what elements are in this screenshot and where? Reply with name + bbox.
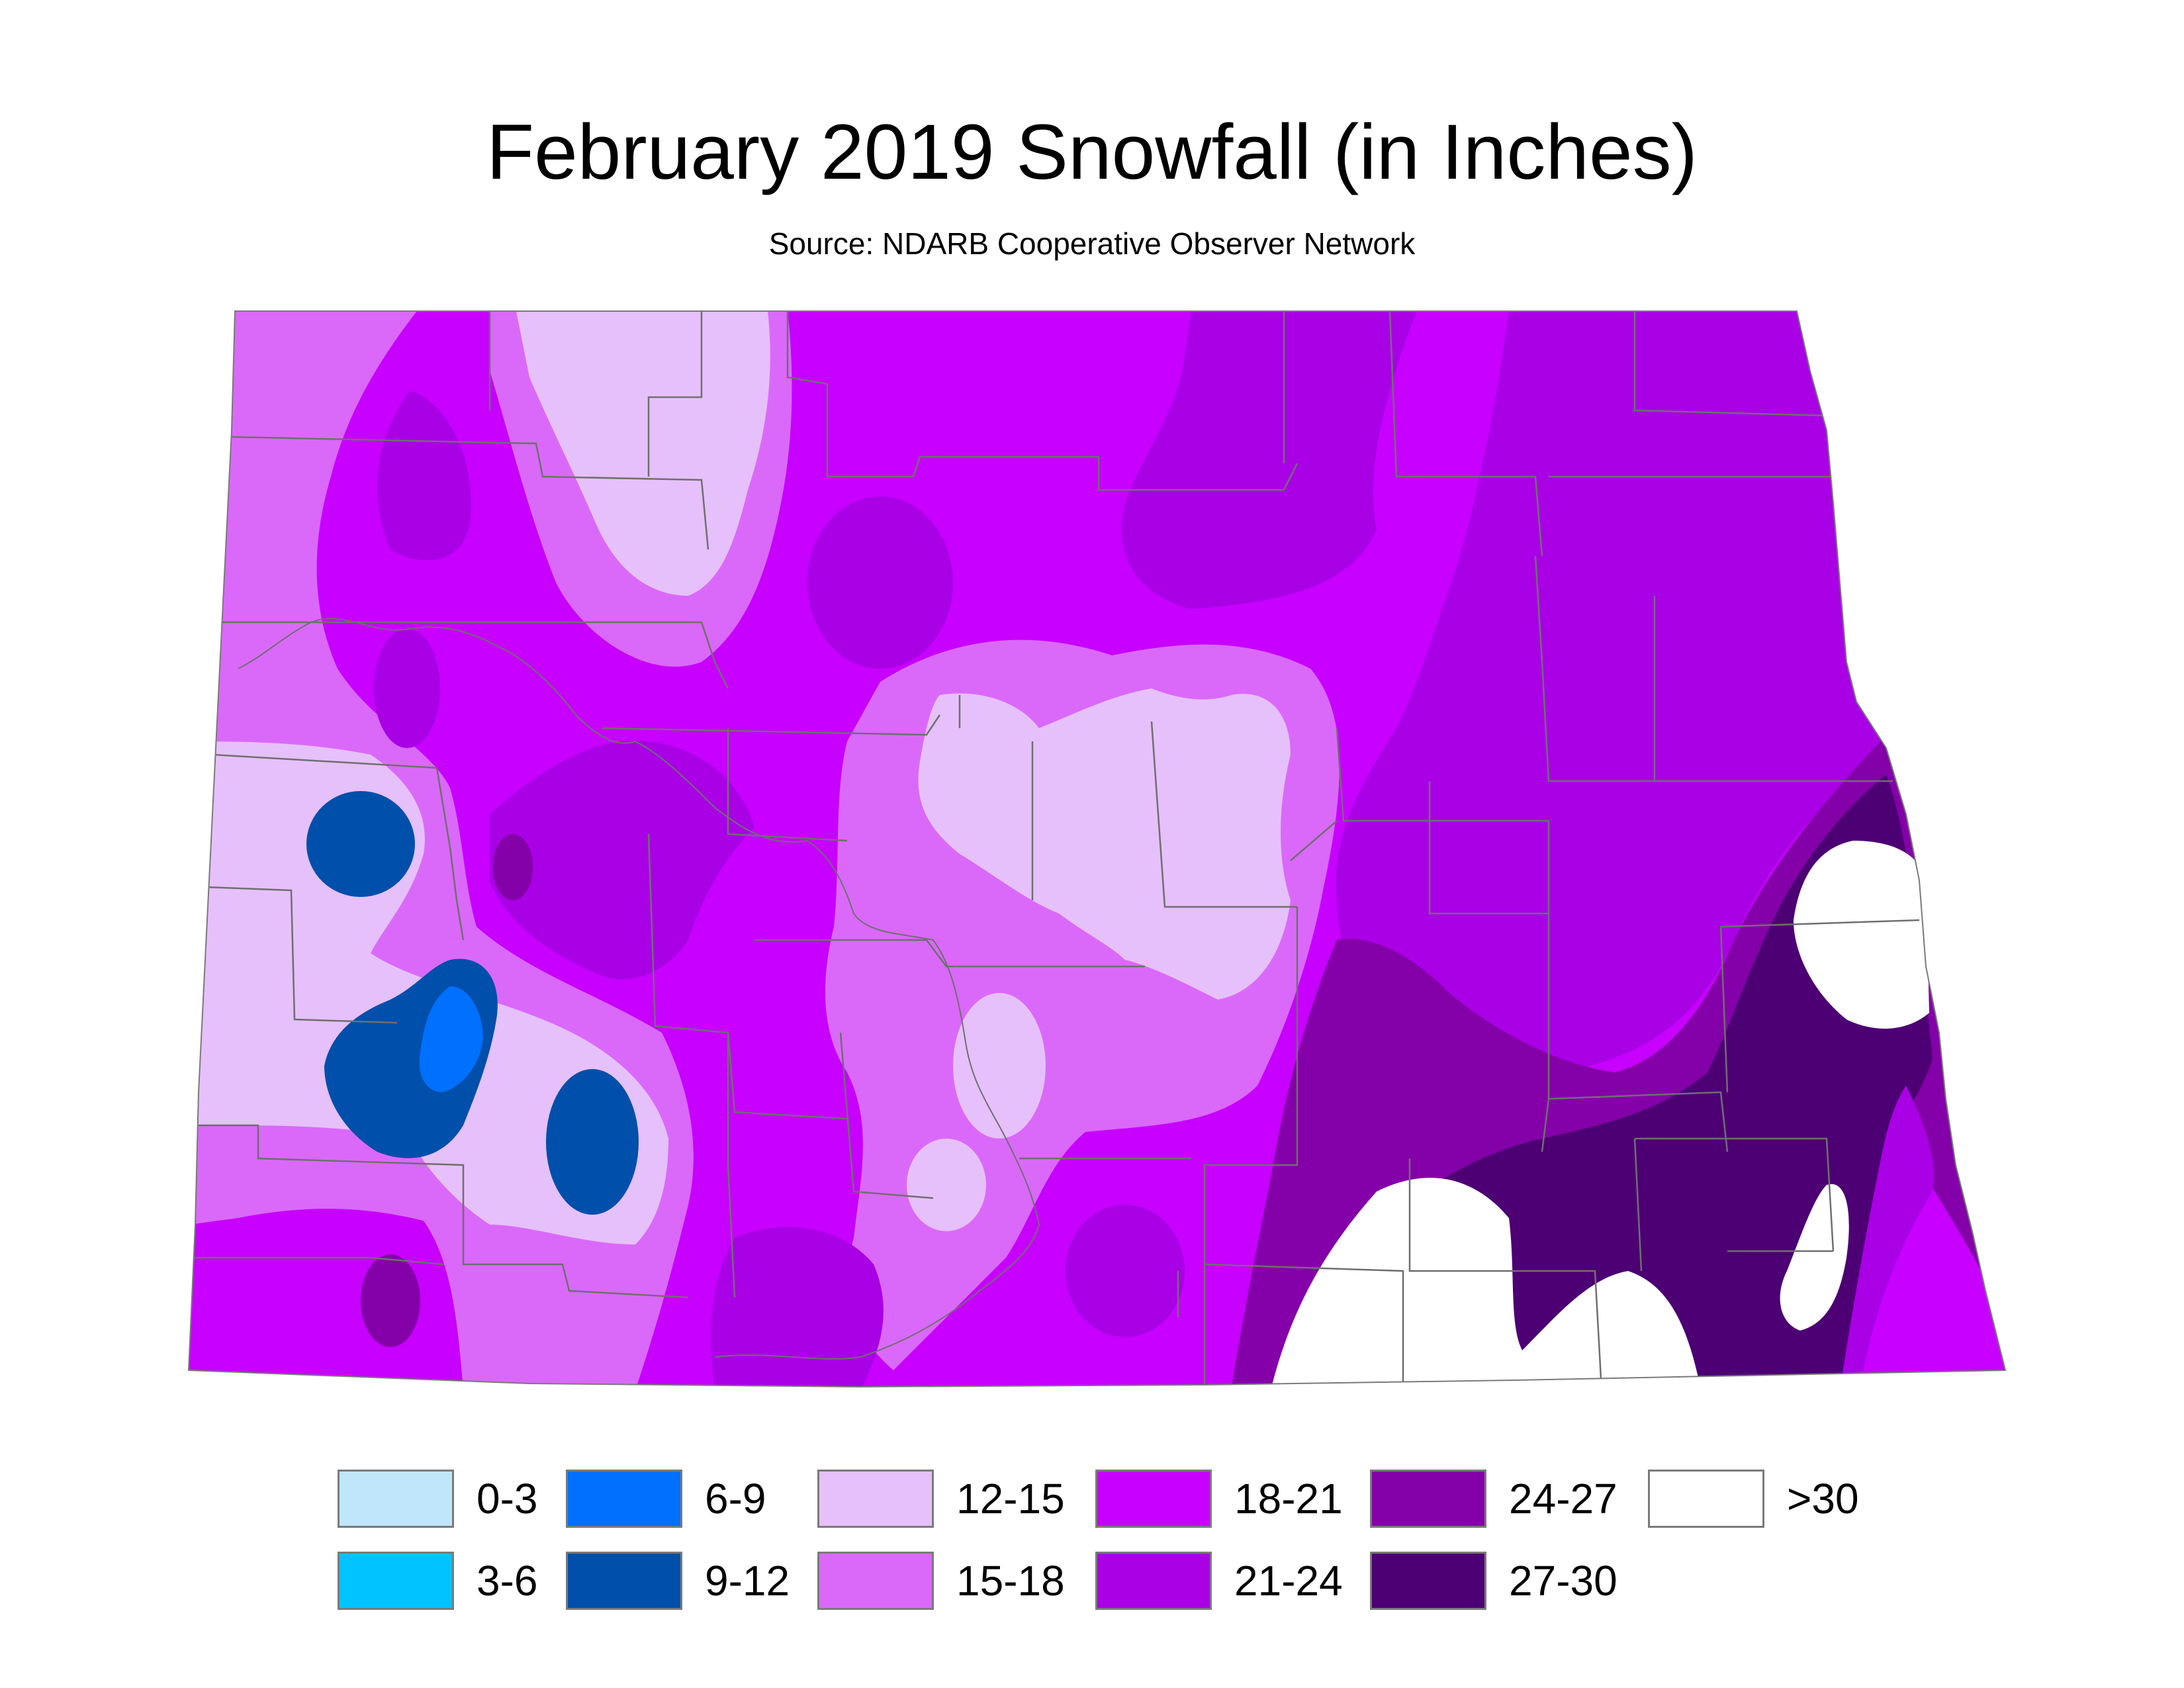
zone-21-24-south-central (1066, 1205, 1185, 1337)
zone-18-21-southwest (189, 1196, 463, 1387)
legend-item: 15-18 (817, 1550, 1065, 1611)
zone-12-15-central (918, 688, 1291, 1000)
zone-21-24-northwest (377, 391, 471, 561)
legend-label: 24-27 (1509, 1475, 1617, 1523)
legend-swatch (1370, 1470, 1486, 1528)
legend-item: 12-15 (817, 1468, 1065, 1529)
legend-swatch (1370, 1552, 1486, 1610)
legend-item: 18-21 (1095, 1468, 1343, 1529)
legend-swatch (1648, 1470, 1764, 1528)
county-lines (192, 311, 1920, 1387)
zone-18-21-red-river (1846, 1165, 2005, 1387)
zone-over-30-east (1794, 841, 1929, 1029)
legend-label: 0-3 (477, 1475, 538, 1523)
zone-21-24-north-mid (807, 496, 953, 669)
zone-12-15-south-mid (953, 993, 1046, 1139)
map-title: February 2019 Snowfall (in Inches) (486, 109, 1698, 196)
legend-label: 15-18 (956, 1557, 1065, 1605)
map-subtitle: Source: NDARB Cooperative Observer Netwo… (768, 226, 1416, 261)
state-outline (187, 310, 2007, 1388)
zone-over-30-southeast (1271, 1178, 1701, 1387)
zone-6-9-west (419, 986, 483, 1092)
legend-item: 21-24 (1095, 1550, 1343, 1611)
zone-21-24-west-small (374, 629, 440, 748)
zone-9-12-west-north (306, 791, 415, 897)
zone-24-27-west-spot (493, 834, 533, 900)
legend-swatch (566, 1470, 682, 1528)
legend-item: 3-6 (338, 1550, 538, 1611)
river-lines (238, 618, 1040, 1360)
legend-swatch (817, 1552, 934, 1610)
legend-label: 12-15 (956, 1475, 1065, 1523)
zone-21-24-east (1336, 311, 1919, 1078)
legend-swatch (1095, 1552, 1212, 1610)
zone-21-24-north-central (1121, 311, 1416, 609)
zone-21-24-red-river (1840, 1086, 1934, 1387)
legend-item: >30 (1648, 1468, 1859, 1529)
legend-item: 0-3 (338, 1468, 538, 1529)
legend-item: 27-30 (1370, 1550, 1617, 1611)
legend-label: 3-6 (477, 1557, 538, 1605)
zone-12-15-south (907, 1139, 986, 1231)
legend-item: 24-27 (1370, 1468, 1617, 1529)
legend-label: 6-9 (705, 1475, 766, 1523)
legend-item: 9-12 (566, 1550, 790, 1611)
legend-swatch (566, 1552, 682, 1610)
legend-item: 6-9 (566, 1468, 766, 1529)
zone-21-24-south-mid (711, 1227, 884, 1387)
legend-label: 18-21 (1234, 1475, 1343, 1523)
legend-label: 21-24 (1234, 1557, 1343, 1605)
legend-label: >30 (1787, 1475, 1859, 1523)
legend-label: 27-30 (1509, 1557, 1617, 1605)
zone-24-27-southwest-spot (361, 1254, 420, 1347)
legend-swatch (338, 1470, 454, 1528)
legend-swatch (817, 1470, 934, 1528)
zone-12-15-north (516, 311, 770, 596)
legend-swatch (1095, 1470, 1212, 1528)
zone-21-24-west-central (490, 740, 754, 980)
zone-9-12-southwest (546, 1069, 639, 1215)
legend-swatch (338, 1552, 454, 1610)
legend-label: 9-12 (705, 1557, 790, 1605)
